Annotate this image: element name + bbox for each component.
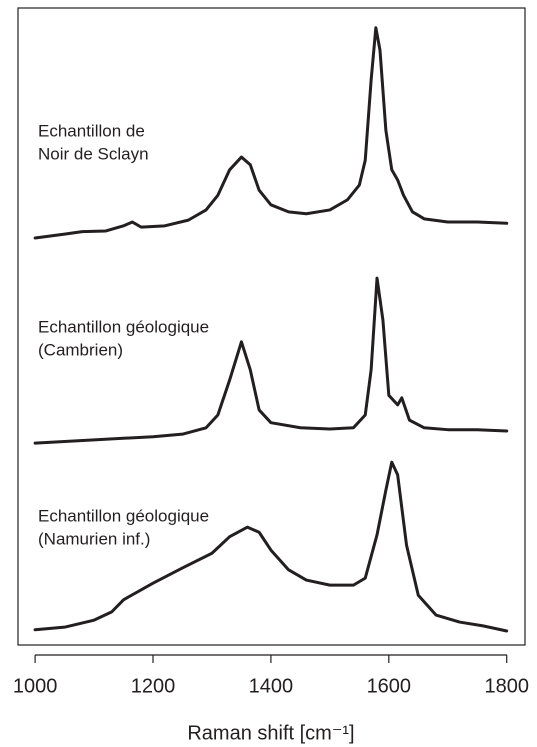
annotation: (Cambrien) bbox=[38, 340, 123, 359]
spectrum-line bbox=[33, 26, 509, 240]
x-axis-label: Raman shift [cm⁻¹] bbox=[187, 722, 354, 744]
x-tick-label: 1200 bbox=[131, 675, 176, 697]
spectrum-line bbox=[33, 460, 509, 633]
annotation: Noir de Sclayn bbox=[38, 144, 149, 163]
annotation: (Namurien inf.) bbox=[38, 529, 150, 548]
annotation: Echantillon géologique bbox=[38, 506, 209, 525]
x-tick-label: 1000 bbox=[13, 675, 58, 697]
x-tick-label: 1800 bbox=[484, 675, 529, 697]
plot-frame bbox=[17, 7, 526, 646]
annotation: Echantillon de bbox=[38, 121, 145, 140]
x-tick-label: 1400 bbox=[249, 675, 294, 697]
spectrum-line bbox=[33, 276, 509, 445]
x-tick-label: 1600 bbox=[367, 675, 412, 697]
annotation: Echantillon géologique bbox=[38, 317, 209, 336]
